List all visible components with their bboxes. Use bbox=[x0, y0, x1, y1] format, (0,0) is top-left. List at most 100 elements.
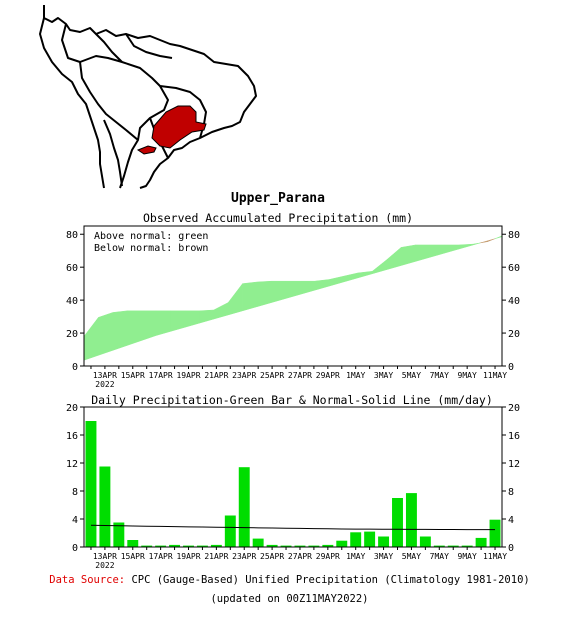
above-normal-segment bbox=[494, 235, 503, 240]
daily-precip-bar bbox=[433, 545, 445, 547]
chart1-legend-below: Below normal: brown bbox=[94, 243, 208, 254]
chart2-title: Daily Precipitation-Green Bar & Normal-S… bbox=[91, 393, 493, 407]
chart1-ytick-label: 80 bbox=[66, 230, 78, 241]
above-normal-segment bbox=[400, 244, 416, 266]
upper-parana-basin-highlight bbox=[151, 105, 207, 149]
daily-precip-bar bbox=[210, 544, 222, 547]
chart1-ytick-label: 60 bbox=[66, 263, 78, 274]
chart2-xtick-year: 2022 bbox=[95, 561, 114, 570]
chart2-xtick-label: 11MAY bbox=[483, 552, 507, 561]
above-normal-segment bbox=[372, 259, 387, 275]
chart2-xtick-label: 13APR bbox=[93, 552, 117, 561]
above-normal-segment bbox=[112, 310, 128, 351]
daily-precip-bar bbox=[447, 545, 459, 547]
above-normal-segment bbox=[271, 280, 287, 303]
above-normal-segment bbox=[213, 302, 229, 320]
chart2-ytick-label: 4 bbox=[72, 515, 78, 526]
chart1-ytick-label: 20 bbox=[66, 329, 78, 340]
above-normal-segment bbox=[256, 280, 272, 308]
south-america-map bbox=[39, 5, 257, 189]
upper-parana-basin-tail bbox=[136, 145, 157, 155]
daily-precipitation-chart: Daily Precipitation-Green Bar & Normal-S… bbox=[66, 393, 520, 570]
chart2-xtick-label: 29APR bbox=[316, 552, 340, 561]
chart1-ytick-label-right: 60 bbox=[508, 263, 520, 274]
chart2-ytick-label: 12 bbox=[66, 459, 78, 470]
data-source-text: CPC (Gauge-Based) Unified Precipitation … bbox=[131, 574, 530, 586]
chart2-ytick-label: 20 bbox=[66, 403, 78, 414]
data-source-label: Data Source: bbox=[49, 574, 126, 586]
continent-outline-west bbox=[39, 17, 105, 189]
chart1-ytick-label: 40 bbox=[66, 296, 78, 307]
above-normal-segment bbox=[458, 243, 474, 250]
chart2-frame bbox=[83, 406, 503, 548]
chart2-ytick-label: 8 bbox=[72, 487, 78, 498]
daily-precip-bar bbox=[378, 536, 390, 547]
chart2-xtick-label: 1MAY bbox=[346, 552, 365, 561]
chart1-xtick-label: 23APR bbox=[232, 371, 256, 380]
daily-precip-bar bbox=[224, 515, 236, 547]
chart1-ytick-label-right: 20 bbox=[508, 329, 520, 340]
chart2-xtick-label: 19APR bbox=[176, 552, 200, 561]
chart1-xtick-label: 15APR bbox=[121, 371, 145, 380]
below-normal-segment bbox=[480, 240, 488, 244]
daily-precip-bar bbox=[405, 493, 417, 547]
above-normal-segment bbox=[328, 275, 344, 287]
chart1-ytick-label-right: 0 bbox=[508, 362, 514, 373]
daily-precip-bar bbox=[350, 532, 362, 547]
daily-precip-bar bbox=[392, 498, 403, 547]
chart2-xtick-label: 25APR bbox=[260, 552, 284, 561]
daily-precip-bar bbox=[169, 544, 181, 547]
above-normal-segment bbox=[184, 310, 200, 328]
chart1-xtick-label: 19APR bbox=[176, 371, 200, 380]
accumulated-precipitation-chart: Observed Accumulated Precipitation (mm) … bbox=[66, 211, 520, 389]
above-normal-segment bbox=[141, 310, 157, 341]
chart2-ytick-label-right: 20 bbox=[508, 403, 520, 414]
daily-precip-bar bbox=[141, 545, 153, 547]
chart2-xtick-label: 7MAY bbox=[430, 552, 449, 561]
daily-precip-bar bbox=[252, 538, 264, 547]
chart2-xtick-label: 27APR bbox=[288, 552, 312, 561]
chart2-ytick-label-right: 4 bbox=[508, 515, 514, 526]
above-normal-segment bbox=[227, 282, 243, 316]
chart1-xtick-label: 29APR bbox=[316, 371, 340, 380]
chart2-ytick-label: 0 bbox=[72, 543, 78, 554]
above-normal-segment bbox=[429, 244, 445, 258]
data-source-line: Data Source: CPC (Gauge-Based) Unified P… bbox=[0, 574, 579, 586]
chart2-ytick-label-right: 16 bbox=[508, 431, 520, 442]
daily-precip-bar bbox=[266, 544, 278, 547]
chart1-xtick-label: 13APR bbox=[93, 371, 117, 380]
chart2-xtick-label: 23APR bbox=[232, 552, 256, 561]
chart1-xtick-label: 3MAY bbox=[374, 371, 393, 380]
above-normal-segment bbox=[314, 279, 330, 291]
chart1-xtick-label: 1MAY bbox=[346, 371, 365, 380]
above-normal-segment bbox=[357, 271, 373, 279]
chart2-ytick-label-right: 12 bbox=[508, 459, 520, 470]
chart2-xtick-label: 17APR bbox=[149, 552, 173, 561]
daily-precip-bar bbox=[127, 540, 139, 547]
region-title: Upper_Parana bbox=[231, 191, 325, 206]
chart1-xtick-label: 7MAY bbox=[430, 371, 449, 380]
daily-precip-bar bbox=[489, 519, 501, 547]
daily-precip-bar bbox=[85, 421, 97, 547]
chart1-ytick-label-right: 40 bbox=[508, 296, 520, 307]
above-normal-segment bbox=[242, 281, 258, 312]
chart2-ytick-label: 16 bbox=[66, 431, 78, 442]
above-normal-segment bbox=[343, 272, 359, 283]
daily-precip-bar bbox=[155, 545, 167, 547]
daily-precip-bar bbox=[99, 466, 111, 547]
daily-precip-bar bbox=[461, 545, 473, 547]
chart1-xtick-year: 2022 bbox=[95, 380, 114, 389]
above-normal-segment bbox=[98, 312, 114, 356]
daily-precip-bar bbox=[364, 531, 376, 547]
chart1-xtick-label: 17APR bbox=[149, 371, 173, 380]
chart2-ytick-label-right: 0 bbox=[508, 543, 514, 554]
chart1-xtick-label: 9MAY bbox=[458, 371, 477, 380]
daily-precip-bar bbox=[308, 545, 320, 547]
daily-precip-bar bbox=[113, 522, 125, 547]
above-normal-segment bbox=[199, 309, 214, 324]
daily-precip-bar bbox=[294, 545, 306, 547]
chart2-xtick-label: 9MAY bbox=[458, 552, 477, 561]
daily-precip-bar bbox=[322, 544, 334, 547]
